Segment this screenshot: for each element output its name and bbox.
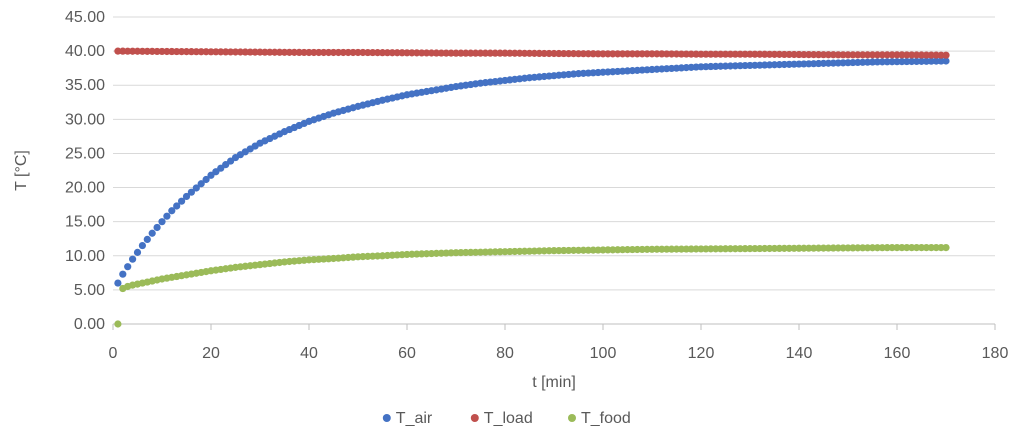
data-point (942, 243, 950, 252)
data-point (114, 320, 122, 328)
data-point (197, 180, 205, 188)
data-point (178, 197, 186, 205)
y-axis-title: T [°C] (13, 150, 30, 191)
x-tick-label: 140 (786, 345, 813, 362)
data-point (158, 218, 166, 226)
data-point (187, 188, 195, 196)
data-point (143, 235, 151, 244)
data-point (124, 263, 132, 271)
gridlines (113, 16, 995, 291)
series-t-load (114, 47, 950, 59)
data-point (138, 241, 146, 250)
x-tick-label: 80 (496, 345, 514, 362)
x-tick-label: 120 (688, 345, 715, 362)
axes (112, 323, 996, 330)
legend-item: T_load (470, 410, 533, 427)
y-tick-label: 15.00 (65, 214, 105, 231)
data-point (133, 248, 142, 256)
legend-marker-icon (382, 414, 391, 422)
series-t-air (114, 57, 950, 287)
y-tick-label: 25.00 (65, 145, 105, 162)
legend-item: T_food (568, 410, 631, 427)
legend-marker-icon (568, 414, 576, 422)
data-point (148, 229, 156, 237)
y-tick-label: 40.00 (65, 43, 105, 60)
y-tick-label: 30.00 (65, 111, 105, 128)
legend: T_air T_load T_food (382, 410, 631, 427)
y-tick-label: 0.00 (74, 316, 105, 333)
x-tick-label: 40 (300, 345, 318, 362)
data-point (153, 223, 161, 232)
y-tick-label: 45.00 (65, 9, 105, 26)
legend-marker-icon (470, 414, 479, 422)
x-tick-label: 180 (982, 345, 1009, 362)
data-point (173, 202, 181, 210)
tick-labels: 0.00 5.00 10.00 15.00 20.00 25.00 30.00 35.00 40… (65, 9, 1008, 362)
data-series (114, 47, 950, 328)
data-point (192, 184, 200, 192)
x-tick-label: 60 (398, 345, 416, 362)
data-point (163, 212, 171, 220)
data-point (942, 51, 950, 59)
series-t-food (114, 243, 950, 328)
y-tick-label: 10.00 (65, 248, 105, 265)
data-point (942, 57, 950, 65)
legend-label: T_food (581, 410, 631, 427)
data-point (202, 175, 210, 184)
legend-label: T_air (396, 410, 433, 427)
data-point (129, 255, 137, 263)
x-axis-title: t [min] (532, 374, 576, 391)
y-tick-label: 35.00 (65, 77, 105, 94)
data-point (119, 270, 127, 278)
data-point (182, 192, 191, 201)
data-point (114, 279, 122, 287)
y-tick-label: 5.00 (74, 282, 105, 299)
x-tick-label: 100 (590, 345, 617, 362)
legend-label: T_load (484, 410, 533, 427)
x-tick-label: 160 (884, 345, 911, 362)
x-tick-label: 20 (202, 345, 220, 362)
y-tick-label: 20.00 (65, 180, 105, 197)
x-tick-label: 0 (109, 345, 118, 362)
legend-item: T_air (382, 410, 433, 427)
data-point (168, 207, 176, 215)
